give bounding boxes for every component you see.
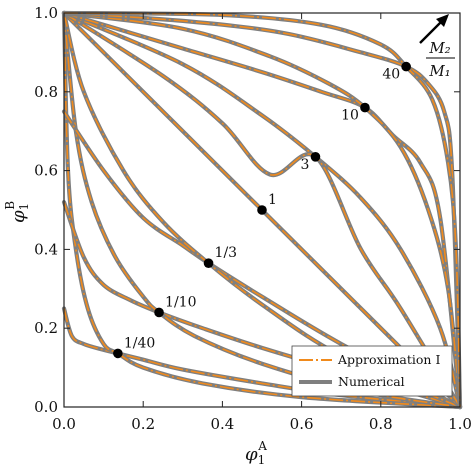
plot-markers: [113, 61, 411, 359]
ratio-arrow-head: [436, 14, 449, 27]
ratio-denominator: M₁: [428, 62, 450, 80]
y-axis-ticks: 0.0 0.2 0.4 0.6 0.8 1.0: [34, 4, 460, 416]
legend-box: [291, 345, 453, 397]
equilibrium-marker: [203, 258, 214, 268]
y-axis-label: φ1B: [3, 201, 31, 223]
x-tick-label: 1.0: [448, 415, 472, 433]
x-tick-label: 0.4: [210, 415, 234, 433]
plot-labels: 1/40 1/10 1/3 1 3 10 40: [124, 67, 400, 352]
approximation-curve: [63, 12, 461, 408]
x-tick-label: 0.2: [131, 415, 155, 433]
ratio-annotation: M₂ M₁: [419, 14, 455, 80]
equilibrium-marker: [360, 102, 370, 113]
equilibrium-marker: [257, 205, 267, 215]
x-axis-ticks: 0.0 0.2 0.4 0.6 0.8 1.0: [52, 13, 472, 433]
ratio-point-label: 40: [382, 67, 400, 83]
equilibrium-marker: [113, 348, 123, 359]
ratio-point-label: 1/10: [165, 294, 196, 310]
approximation-curve: [63, 12, 461, 408]
y-tick-label: 0.0: [34, 398, 58, 416]
x-tick-label: 0.0: [52, 415, 76, 433]
ratio-point-label: 1/40: [124, 335, 155, 351]
x-tick-label: 0.6: [290, 415, 314, 433]
plot-frame: [63, 12, 461, 408]
y-tick-label: 0.2: [34, 319, 58, 337]
ratio-point-label: 1/3: [215, 245, 238, 261]
ratio-point-label: 3: [301, 157, 310, 173]
y-tick-label: 0.6: [34, 162, 58, 180]
y-tick-label: 1.0: [34, 4, 58, 22]
equilibrium-marker: [154, 307, 164, 318]
ratio-point-label: 10: [341, 108, 359, 124]
legend-label-numerical: Numerical: [338, 374, 405, 389]
y-tick-label: 0.4: [34, 240, 58, 258]
equilibrium-marker: [401, 61, 411, 72]
approximation-curve: [63, 201, 461, 408]
approximation-curve: [63, 12, 461, 408]
x-tick-label: 0.8: [369, 415, 393, 433]
x-axis-label: φ1A: [245, 439, 267, 467]
ratio-point-label: 1: [268, 192, 277, 208]
y-tick-label: 0.8: [34, 83, 58, 101]
legend-label-approximation: Approximation I: [337, 352, 440, 367]
approximation-curve: [63, 12, 461, 408]
equilibrium-marker: [310, 152, 321, 162]
ratio-numerator: M₂: [428, 39, 450, 57]
legend: Approximation I Numerical: [291, 345, 453, 397]
